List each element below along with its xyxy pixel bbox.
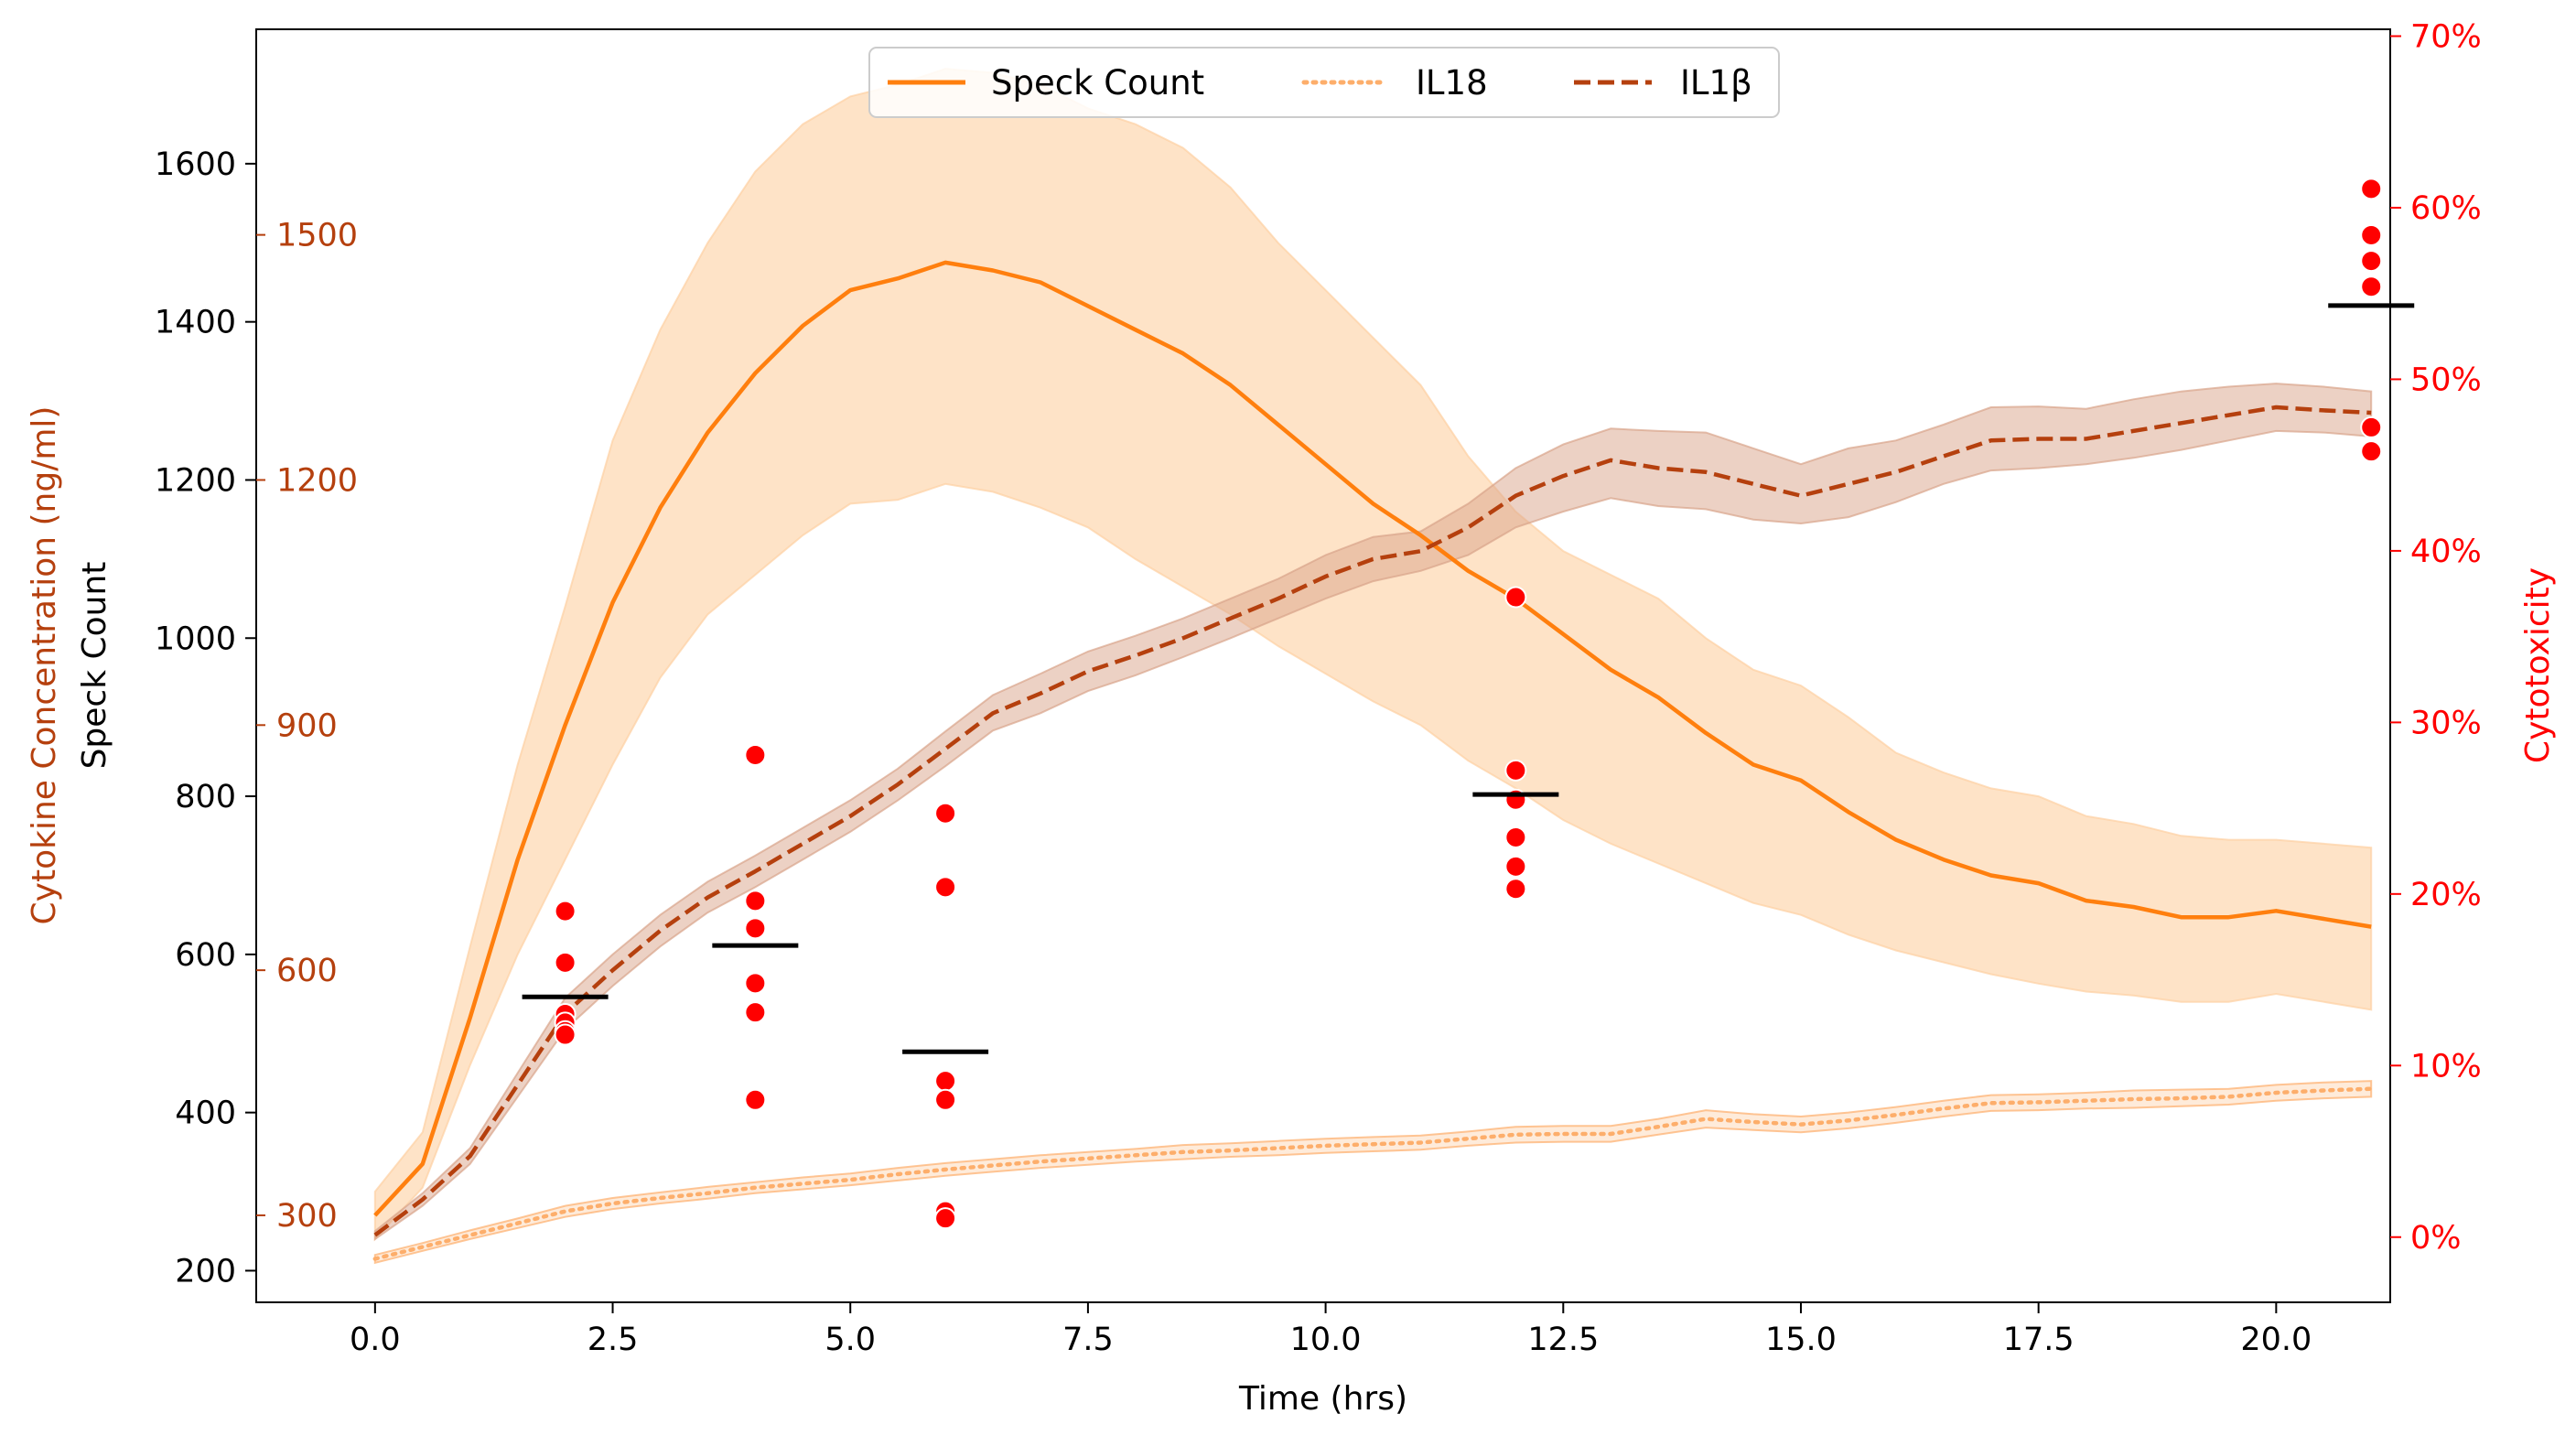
cytotoxicity-point xyxy=(744,890,767,912)
x-tick-label: 2.5 xyxy=(587,1322,639,1358)
y-tick-label: 1400 xyxy=(155,305,236,341)
right-tick-label: 20% xyxy=(2410,877,2482,913)
right-tick-label: 70% xyxy=(2410,18,2482,55)
cytotoxicity-point xyxy=(1504,586,1527,609)
legend: Speck Count IL18 IL1β xyxy=(868,47,1780,118)
cytotoxicity-points xyxy=(554,178,2383,1230)
y-ticks-left: 200 400 600 800 1000 1200 1400 1600 xyxy=(155,146,256,1290)
y-axis-title-cytokine: Cytokine Concentration (ng/ml) xyxy=(26,406,63,925)
cytotoxicity-point xyxy=(554,900,577,923)
cytotoxicity-point xyxy=(2360,275,2383,298)
x-tick-label: 12.5 xyxy=(1527,1322,1599,1358)
cytotoxicity-point xyxy=(554,951,577,974)
cytokine-tick-label: 1200 xyxy=(276,462,358,499)
cytotoxicity-point xyxy=(1504,878,1527,901)
x-tick-label: 0.0 xyxy=(350,1322,401,1358)
cytotoxicity-point xyxy=(2360,178,2383,200)
cytotoxicity-point xyxy=(2360,440,2383,463)
cytotoxicity-point xyxy=(934,1088,957,1111)
y-tick-label: 600 xyxy=(175,937,236,974)
band-il18 xyxy=(373,1080,2373,1265)
plot-frame xyxy=(255,28,2391,1303)
cytotoxicity-point xyxy=(554,1023,577,1046)
legend-label-il1b: IL1β xyxy=(1680,63,1752,103)
cytokine-tick-label: 1500 xyxy=(276,218,358,254)
x-tick-label: 17.5 xyxy=(2003,1322,2075,1358)
series-lines xyxy=(372,260,2374,1261)
cytotoxicity-point xyxy=(744,972,767,995)
cytokine-tick-label: 900 xyxy=(276,707,338,744)
right-tick-label: 0% xyxy=(2410,1220,2462,1257)
cytotoxicity-point xyxy=(2360,415,2383,438)
cytotoxicity-point xyxy=(2360,250,2383,273)
cytotoxicity-means xyxy=(522,303,2415,1054)
legend-label-speck: Speck Count xyxy=(991,63,1204,103)
line-il18 xyxy=(372,1086,2374,1261)
x-tick-label: 5.0 xyxy=(825,1322,876,1358)
cytotoxicity-point xyxy=(934,1070,957,1093)
cytotoxicity-point xyxy=(744,1088,767,1111)
right-tick-label: 10% xyxy=(2410,1048,2482,1084)
right-tick-label: 50% xyxy=(2410,362,2482,398)
cytotoxicity-point xyxy=(1504,855,1527,878)
x-tick-label: 20.0 xyxy=(2240,1322,2312,1358)
x-tick-label: 10.0 xyxy=(1290,1322,1362,1358)
right-tick-label: 60% xyxy=(2410,190,2482,227)
y-tick-label: 1600 xyxy=(155,146,236,183)
cytotoxicity-point xyxy=(744,917,767,940)
y-ticks-cytokine: 1500 1200 900 600 300 xyxy=(256,218,358,1235)
right-tick-label: 40% xyxy=(2410,534,2482,570)
right-tick-label: 30% xyxy=(2410,705,2482,741)
y-tick-label: 800 xyxy=(175,779,236,815)
cytotoxicity-point xyxy=(934,1207,957,1230)
cytotoxicity-point xyxy=(744,1001,767,1024)
cytotoxicity-point xyxy=(934,802,957,825)
y-tick-label: 1200 xyxy=(155,462,236,499)
cytokine-tick-label: 300 xyxy=(276,1198,338,1235)
y-tick-label: 1000 xyxy=(155,620,236,657)
line-il1b xyxy=(373,405,2372,1237)
x-tick-label: 7.5 xyxy=(1062,1322,1114,1358)
y-tick-label: 400 xyxy=(175,1095,236,1132)
confidence-bands xyxy=(373,68,2373,1265)
line-speck xyxy=(373,260,2372,1217)
cytotoxicity-point xyxy=(2360,223,2383,246)
y-tick-label: 200 xyxy=(175,1253,236,1290)
cytotoxicity-point xyxy=(1504,826,1527,848)
cytotoxicity-point xyxy=(1504,759,1527,782)
y-ticks-right: 0% 10% 20% 30% 40% 50% 60% 70% xyxy=(2390,18,2482,1257)
x-axis-title: Time (hrs) xyxy=(1238,1380,1407,1418)
y-axis-title-speck: Speck Count xyxy=(76,562,113,770)
cytotoxicity-point xyxy=(744,743,767,766)
cytotoxicity-point xyxy=(934,876,957,899)
axes xyxy=(255,28,2391,1303)
y-axis-title-cytotoxicity: Cytotoxicity xyxy=(2519,567,2557,763)
x-ticks: 0.0 2.5 5.0 7.5 10.0 12.5 15.0 17.5 20.0 xyxy=(350,1302,2312,1358)
legend-label-il18: IL18 xyxy=(1416,63,1488,103)
band-speck xyxy=(373,68,2373,1242)
x-tick-label: 15.0 xyxy=(1765,1322,1837,1358)
cytokine-tick-label: 600 xyxy=(276,953,338,989)
